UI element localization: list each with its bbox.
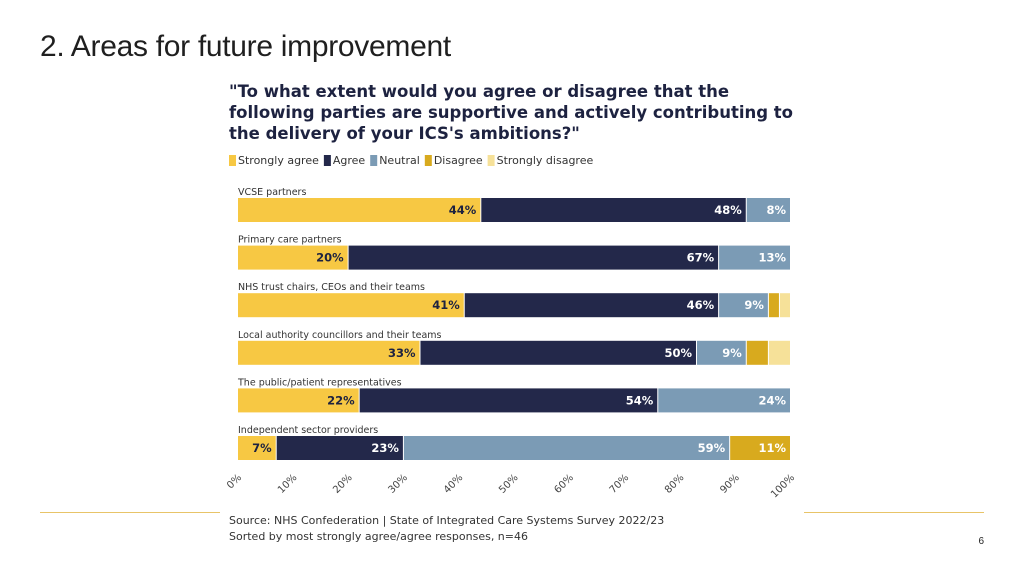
category-label: The public/patient representatives [237, 377, 402, 388]
x-tick-label: 20% [331, 472, 355, 496]
data-label: 50% [664, 346, 692, 360]
category-label: Local authority councillors and their te… [238, 330, 442, 341]
x-tick-label: 0% [225, 472, 244, 491]
data-label: 9% [744, 298, 764, 312]
data-label: 11% [758, 441, 786, 455]
data-label: 44% [449, 203, 477, 217]
bar-segment [238, 293, 464, 318]
category-label: Primary care partners [238, 235, 342, 246]
data-label: 67% [687, 251, 715, 265]
bar-segment [719, 245, 790, 270]
data-label: 7% [252, 441, 272, 455]
data-label: 48% [714, 203, 742, 217]
bar-segment [481, 198, 746, 222]
x-tick-label: 40% [442, 472, 466, 496]
data-label: 9% [722, 346, 742, 360]
bar-segment [768, 340, 790, 365]
bar-segment [420, 340, 696, 365]
legend-label: Disagree [434, 154, 483, 167]
legend-swatch [487, 155, 495, 166]
x-tick-label: 90% [718, 472, 742, 496]
bar-segment [658, 388, 790, 413]
data-label: 41% [432, 298, 460, 312]
data-label: 46% [687, 298, 715, 312]
bar-segment [238, 340, 420, 365]
bar-segment [403, 436, 730, 460]
divider-left [40, 512, 220, 513]
data-label: 22% [327, 393, 355, 407]
slide-title: 2. Areas for future improvement [40, 30, 451, 63]
data-label: 54% [626, 393, 654, 407]
legend-swatch [229, 155, 236, 166]
legend-label: Neutral [379, 154, 420, 167]
category-label: NHS trust chairs, CEOs and their teams [238, 282, 425, 293]
data-label: 24% [758, 393, 786, 407]
x-tick-label: 100% [769, 472, 797, 500]
bar-segment [276, 436, 403, 460]
bar-segment [746, 198, 790, 222]
source-text: Source: NHS Confederation | State of Int… [229, 514, 665, 527]
sample-note: Sorted by most strongly agree/agree resp… [229, 530, 528, 543]
data-label: 20% [316, 251, 344, 265]
page-number: 6 [978, 536, 984, 547]
bar-segment [768, 293, 779, 318]
legend-label: Agree [333, 154, 366, 167]
x-tick-label: 70% [608, 472, 632, 496]
bar-segment [696, 340, 746, 365]
x-tick-label: 60% [552, 472, 576, 496]
bar-segment [730, 436, 790, 460]
chart-title: "To what extent would you agree or disag… [229, 82, 794, 143]
bar-segment [779, 293, 790, 318]
x-tick-label: 10% [276, 472, 300, 496]
divider-right [804, 512, 984, 513]
data-label: 8% [766, 203, 786, 217]
bar-segment [238, 388, 359, 413]
x-tick-label: 30% [387, 472, 411, 496]
x-tick-label: 50% [497, 472, 521, 496]
bar-segment [238, 198, 481, 222]
legend-label: Strongly agree [238, 154, 319, 167]
bar-segment [238, 436, 276, 460]
category-label: VCSE partners [238, 187, 306, 198]
bar-segment [719, 293, 768, 318]
legend-swatch [370, 155, 378, 166]
bar-segment [464, 293, 719, 318]
data-label: 23% [371, 441, 399, 455]
data-label: 33% [388, 346, 416, 360]
legend-swatch [424, 155, 432, 166]
x-tick-label: 80% [663, 472, 687, 496]
bar-segment [746, 340, 768, 365]
bar-segment [359, 388, 658, 413]
legend-label: Strongly disagree [497, 154, 594, 167]
data-label: 13% [758, 251, 786, 265]
data-label: 59% [698, 441, 726, 455]
category-label: Independent sector providers [238, 425, 378, 436]
bar-segment [238, 245, 348, 270]
bar-segment [348, 245, 719, 270]
legend-swatch [323, 155, 331, 166]
